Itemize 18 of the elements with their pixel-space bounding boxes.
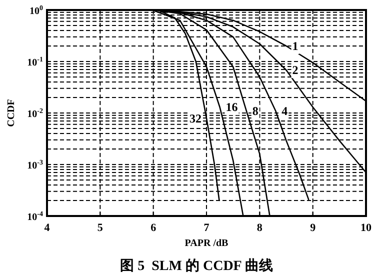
series-label: 2 [291,62,300,78]
x-tick-label: 6 [150,222,157,234]
x-tick-label: 5 [97,222,104,234]
y-tick-label: 10$^{-2}$ [27,107,44,120]
series-label: 8 [251,102,260,119]
y-tick-label: 10$^{-3}$ [27,158,44,172]
series-label: 32 [188,110,202,126]
text: 图 5 SLM 的 CCDF 曲线 [120,258,273,274]
x-axis-title: PAPR /dB [184,238,229,249]
x-tick-label: 10 [360,222,372,234]
y-tick-label: 10$^{-1}$ [27,56,44,68]
x-tick-label: 4 [44,222,50,234]
y-axis-title: CCDF [6,99,17,127]
y-tick-label: 10$^{0}$ [30,4,44,17]
x-tick-label: 8 [256,222,263,234]
y-tick-label: 10$^{-4}$ [27,210,44,223]
x-tick-label: 7 [204,222,210,234]
x-tick-label: 9 [310,222,316,234]
